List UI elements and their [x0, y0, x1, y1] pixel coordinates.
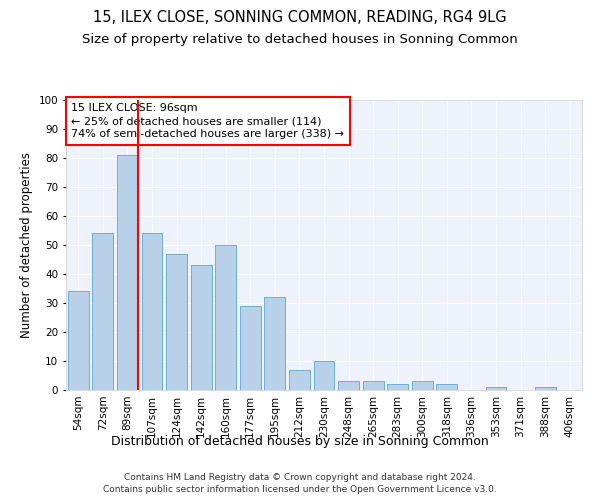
- Bar: [436, 384, 457, 390]
- Bar: [362, 382, 383, 390]
- Bar: [412, 382, 433, 390]
- Bar: [387, 384, 408, 390]
- Bar: [92, 234, 113, 390]
- Bar: [68, 292, 89, 390]
- Bar: [338, 382, 359, 390]
- Y-axis label: Number of detached properties: Number of detached properties: [20, 152, 33, 338]
- Bar: [485, 387, 506, 390]
- Bar: [265, 297, 286, 390]
- Text: 15, ILEX CLOSE, SONNING COMMON, READING, RG4 9LG: 15, ILEX CLOSE, SONNING COMMON, READING,…: [93, 10, 507, 25]
- Bar: [142, 234, 163, 390]
- Text: Size of property relative to detached houses in Sonning Common: Size of property relative to detached ho…: [82, 32, 518, 46]
- Bar: [240, 306, 261, 390]
- Bar: [314, 361, 334, 390]
- Bar: [535, 387, 556, 390]
- Text: Contains HM Land Registry data © Crown copyright and database right 2024.
Contai: Contains HM Land Registry data © Crown c…: [103, 472, 497, 494]
- Text: Distribution of detached houses by size in Sonning Common: Distribution of detached houses by size …: [111, 435, 489, 448]
- Bar: [215, 245, 236, 390]
- Bar: [289, 370, 310, 390]
- Bar: [166, 254, 187, 390]
- Bar: [117, 155, 138, 390]
- Bar: [191, 266, 212, 390]
- Text: 15 ILEX CLOSE: 96sqm
← 25% of detached houses are smaller (114)
74% of semi-deta: 15 ILEX CLOSE: 96sqm ← 25% of detached h…: [71, 103, 344, 140]
